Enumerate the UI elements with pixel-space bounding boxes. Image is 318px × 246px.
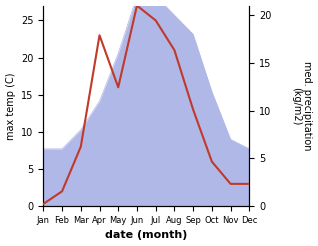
- X-axis label: date (month): date (month): [105, 231, 188, 240]
- Y-axis label: max temp (C): max temp (C): [5, 72, 16, 140]
- Y-axis label: med. precipitation
(kg/m2): med. precipitation (kg/m2): [291, 61, 313, 151]
